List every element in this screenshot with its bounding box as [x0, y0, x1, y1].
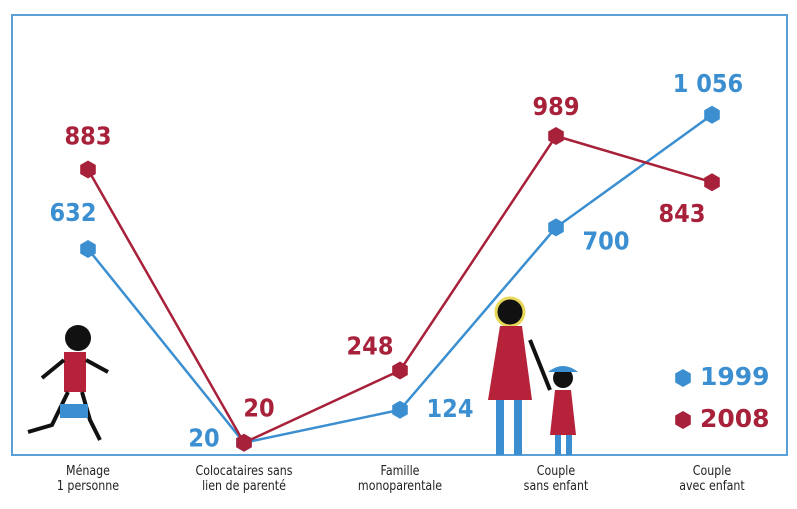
family-figure: [488, 296, 578, 455]
legend-label: 1999: [700, 362, 770, 391]
x-tick-label: Couple avec enfant: [679, 464, 745, 494]
data-label: 20: [188, 424, 219, 453]
point-marker: [80, 240, 96, 258]
legend-marker: [675, 369, 691, 387]
data-label: 1 056: [673, 69, 743, 98]
data-label: 843: [659, 199, 706, 228]
data-label: 700: [583, 226, 630, 255]
data-label: 20: [243, 394, 274, 423]
point-marker: [236, 433, 252, 452]
data-label: 124: [427, 394, 474, 423]
legend-marker: [675, 411, 691, 429]
point-marker: [392, 361, 408, 380]
point-marker: [80, 160, 96, 179]
runner-figure: [27, 325, 109, 441]
point-marker: [704, 105, 720, 124]
x-tick-label: Famille monoparentale: [357, 464, 443, 494]
point-marker: [548, 127, 564, 145]
x-tick-label: Ménage 1 personne: [56, 464, 120, 494]
frame: [11, 14, 788, 456]
legend-label: 2008: [700, 404, 770, 433]
data-label: 883: [65, 122, 112, 151]
series-line: [87, 113, 713, 445]
data-label: 248: [347, 332, 394, 361]
data-label: 632: [50, 198, 97, 227]
data-label: 989: [533, 92, 580, 121]
point-marker: [548, 218, 564, 237]
x-tick-label: Colocataires sans lien de parenté: [195, 464, 293, 494]
point-marker: [392, 400, 408, 419]
x-tick-label: Couple sans enfant: [523, 464, 589, 494]
point-marker: [704, 173, 720, 192]
